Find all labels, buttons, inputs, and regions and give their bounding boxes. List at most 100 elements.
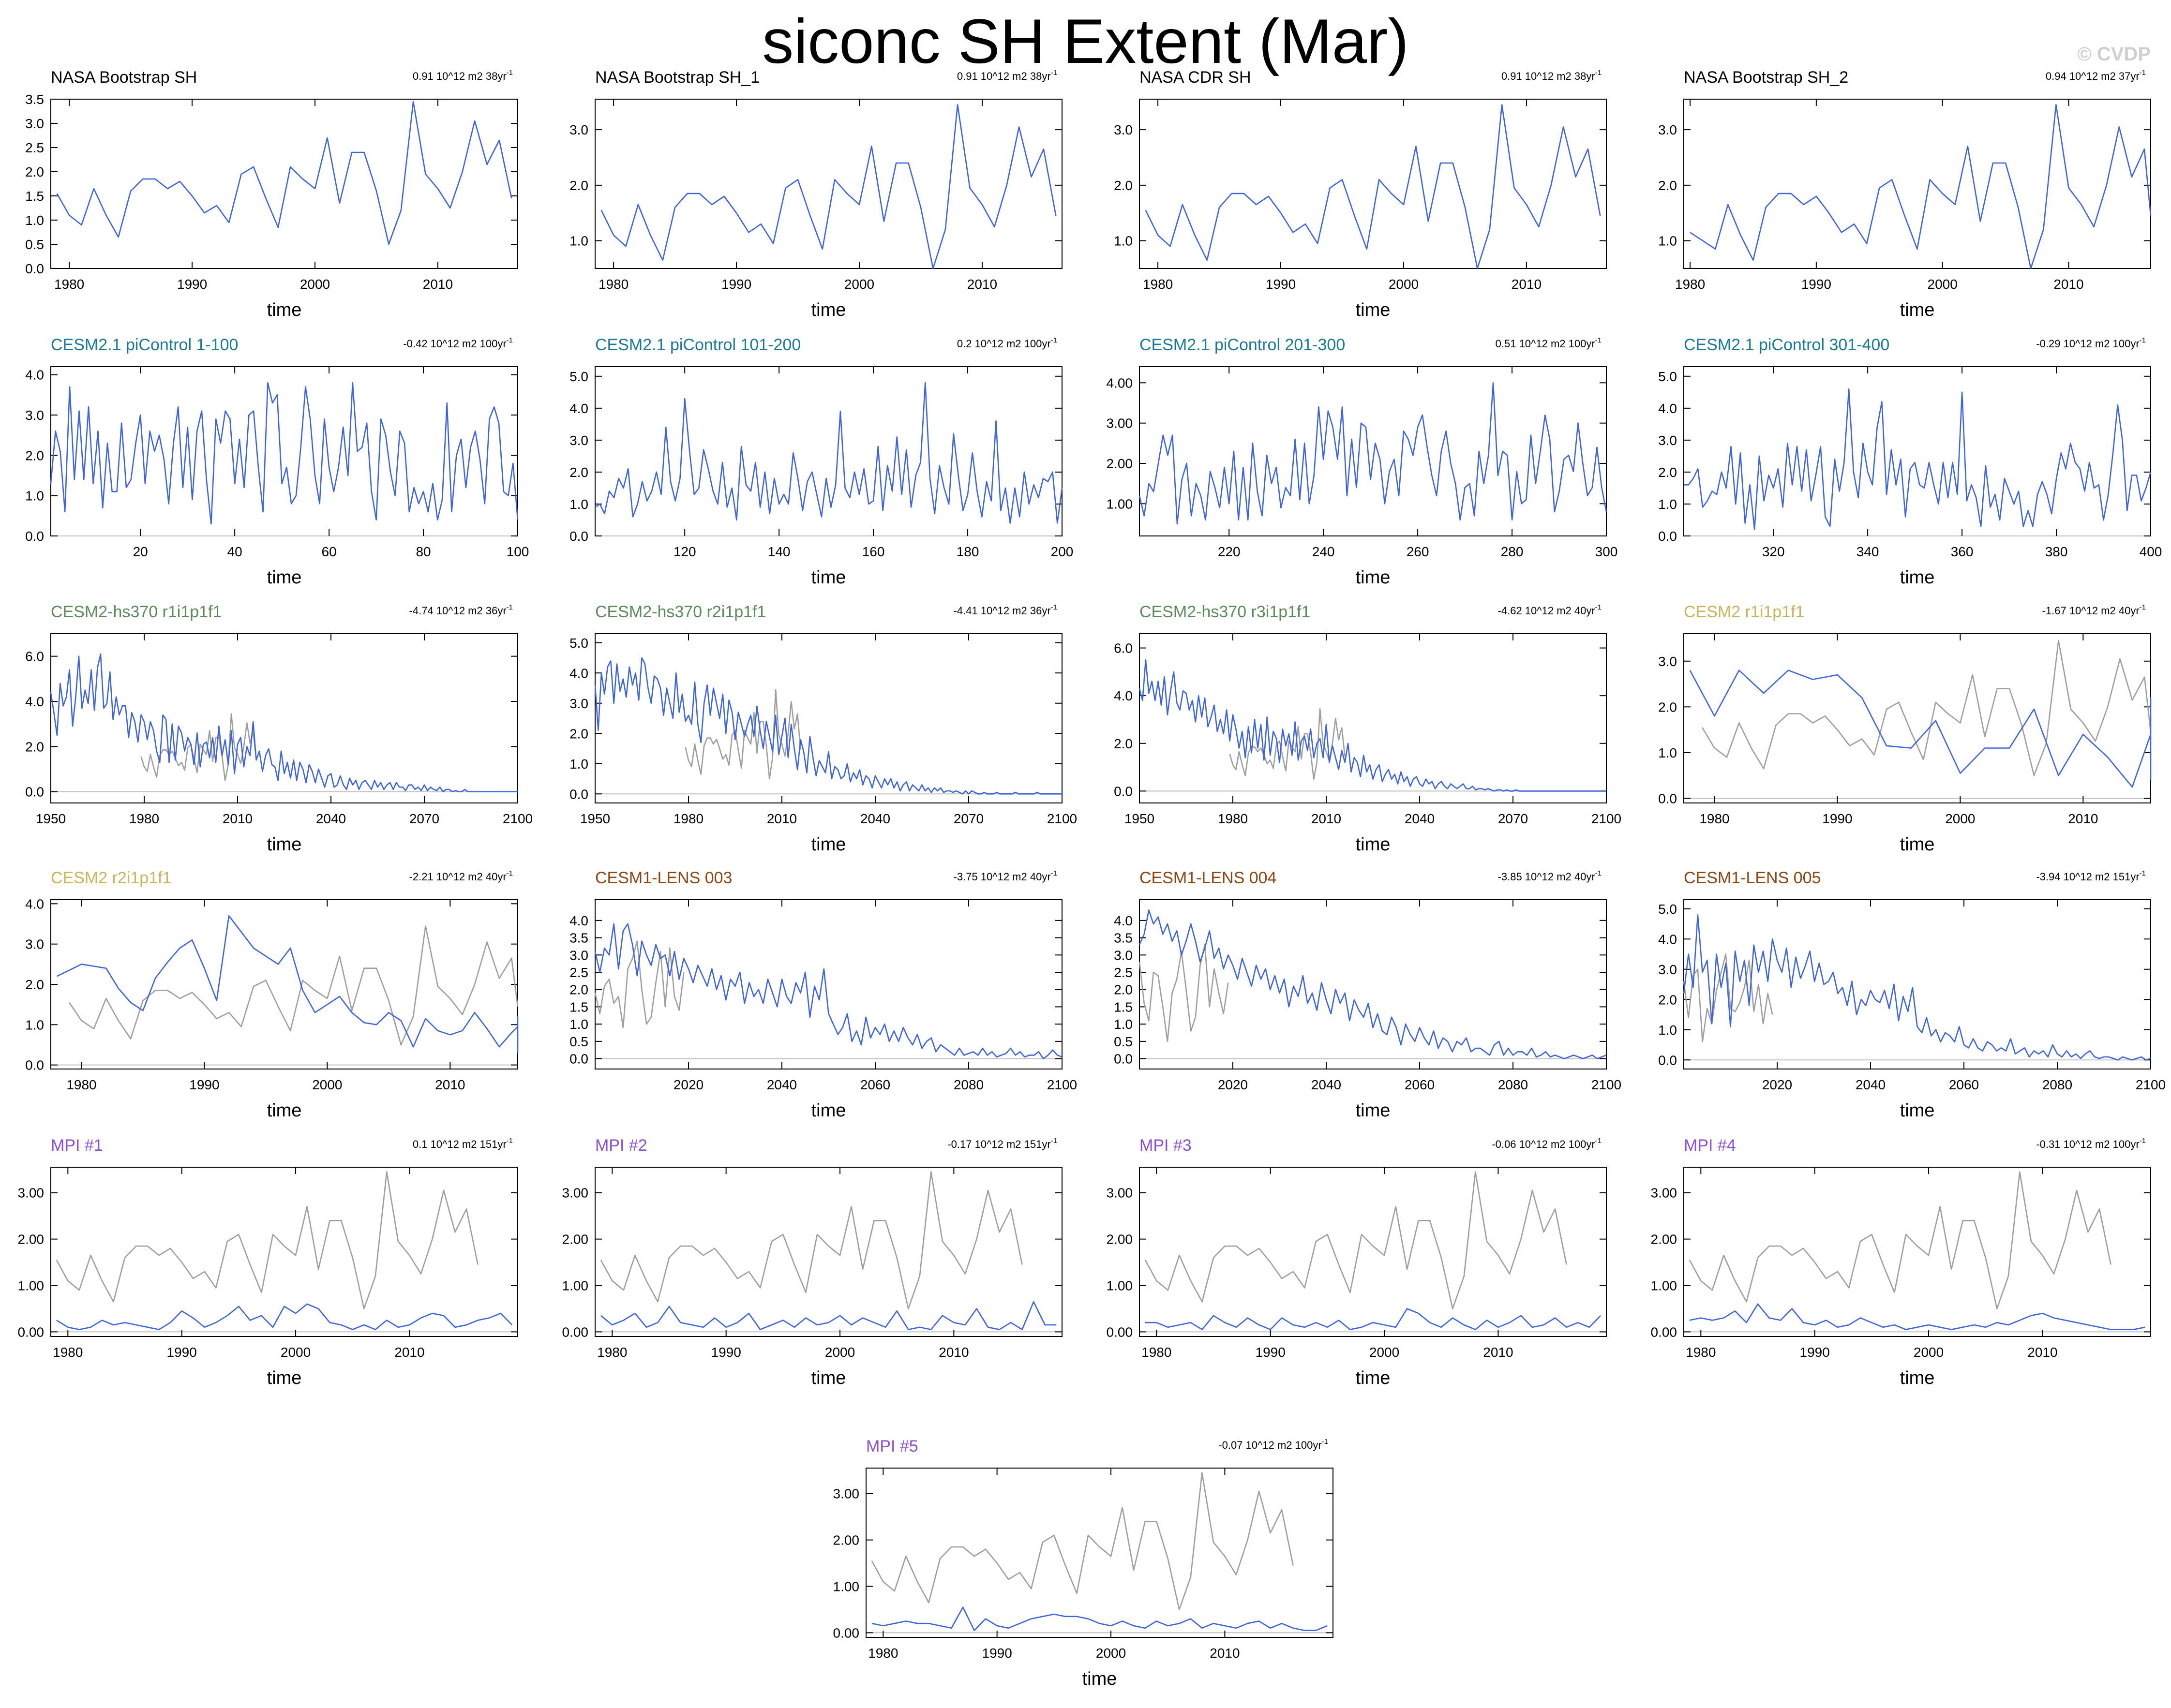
panel-title: CESM2-hs370 r3i1p1f1 bbox=[1139, 603, 1310, 621]
y-tick-label: 2.00 bbox=[1107, 456, 1133, 471]
trend-value: 0.1 10^12 m2 151yr bbox=[413, 1138, 507, 1150]
trend-value: 0.94 10^12 m2 37yr bbox=[2046, 70, 2140, 82]
trend-label: 0.2 10^12 m2 100yr-1 bbox=[957, 336, 1057, 350]
obs-series-line bbox=[1683, 953, 1773, 1043]
x-tick-label: 2010 bbox=[2053, 277, 2083, 292]
model-series-line bbox=[1138, 909, 1607, 1059]
plot-frame bbox=[50, 899, 518, 1069]
y-tick-label: 3.0 bbox=[569, 948, 588, 963]
x-axis-label: time bbox=[1900, 300, 1935, 320]
trend-label: -0.07 10^12 m2 100yr-1 bbox=[1218, 1438, 1328, 1451]
y-tick-label: 2.5 bbox=[1114, 965, 1133, 980]
panel-title: CESM2-hs370 r1i1p1f1 bbox=[51, 603, 222, 621]
trend-value: -2.21 10^12 m2 40yr bbox=[409, 871, 507, 883]
panel-title: NASA Bootstrap SH_1 bbox=[595, 68, 760, 87]
obs-series-line bbox=[600, 1171, 1023, 1309]
x-tick-label: 2000 bbox=[300, 277, 330, 292]
trend-exponent: -1 bbox=[1051, 603, 1057, 611]
trend-exponent: -1 bbox=[1322, 1438, 1328, 1446]
plot-frame bbox=[1683, 366, 2151, 536]
y-tick-label: 3.0 bbox=[1658, 654, 1677, 669]
y-tick-label: 0.00 bbox=[1107, 1324, 1133, 1339]
y-tick-label: 3.0 bbox=[25, 408, 44, 423]
trend-value: -4.41 10^12 m2 36yr bbox=[954, 605, 1051, 617]
trend-value: -0.29 10^12 m2 100yr bbox=[2036, 338, 2139, 350]
trend-value: 0.2 10^12 m2 100yr bbox=[957, 338, 1051, 350]
trend-label: -0.42 10^12 m2 100yr-1 bbox=[403, 336, 513, 350]
x-tick-label: 280 bbox=[1501, 544, 1524, 559]
chart-panel: CESM1-LENS 004 -3.85 10^12 m2 40yr-1 0.0 0.… bbox=[1114, 869, 1621, 1121]
x-tick-label: 2100 bbox=[1591, 1077, 1621, 1092]
x-tick-label: 20 bbox=[133, 544, 148, 559]
y-tick-label: 1.0 bbox=[1114, 234, 1133, 249]
x-tick-label: 2040 bbox=[1856, 1077, 1886, 1092]
plot-frame bbox=[595, 633, 1063, 803]
x-tick-label: 2020 bbox=[674, 1077, 704, 1092]
x-axis-label: time bbox=[811, 300, 846, 320]
model-series-line bbox=[871, 1606, 1328, 1631]
model-series-line bbox=[1138, 382, 1607, 525]
chart-panel: NASA Bootstrap SH_1 0.91 10^12 m2 38yr-1 1… bbox=[569, 68, 1063, 320]
y-tick-label: 1.00 bbox=[18, 1278, 45, 1293]
x-tick-label: 2000 bbox=[1914, 1345, 1944, 1360]
x-tick-label: 2000 bbox=[1096, 1646, 1126, 1661]
y-tick-label: 1.0 bbox=[569, 234, 588, 249]
y-tick-label: 4.0 bbox=[25, 694, 44, 709]
y-tick-label: 1.5 bbox=[1114, 999, 1133, 1014]
trend-value: 0.91 10^12 m2 38yr bbox=[413, 70, 507, 82]
trend-value: 0.51 10^12 m2 100yr bbox=[1496, 338, 1595, 350]
plot-frame bbox=[50, 633, 518, 803]
y-tick-label: 3.0 bbox=[25, 116, 44, 131]
y-tick-label: 3.0 bbox=[1114, 948, 1133, 963]
model-series-line bbox=[1138, 659, 1606, 792]
y-tick-label: 2.0 bbox=[25, 448, 44, 463]
trend-exponent: -1 bbox=[2140, 1137, 2146, 1145]
plot-frame bbox=[595, 366, 1063, 536]
y-tick-label: 2.0 bbox=[25, 739, 44, 754]
y-tick-label: 3.5 bbox=[569, 931, 588, 946]
panel-title: CESM1-LENS 003 bbox=[595, 869, 732, 887]
plot-frame bbox=[50, 99, 518, 269]
y-tick-label: 1.0 bbox=[1114, 1017, 1133, 1032]
plot-frame bbox=[595, 899, 1063, 1069]
y-tick-label: 0.0 bbox=[1114, 784, 1133, 799]
y-tick-label: 2.0 bbox=[1658, 178, 1677, 193]
plot-frame bbox=[50, 366, 518, 536]
trend-value: -3.85 10^12 m2 40yr bbox=[1498, 871, 1595, 883]
y-tick-label: 1.0 bbox=[1658, 745, 1677, 760]
y-tick-label: 4.0 bbox=[25, 368, 44, 383]
x-tick-label: 2070 bbox=[954, 811, 984, 826]
panel-title: MPI #4 bbox=[1684, 1136, 1736, 1155]
chart-panel: CESM2.1 piControl 1-100 -0.42 10^12 m2 10… bbox=[25, 336, 529, 588]
chart-panel: NASA Bootstrap SH_2 0.94 10^12 m2 37yr-1 1… bbox=[1658, 68, 2152, 320]
model-series-line bbox=[56, 1303, 513, 1330]
x-tick-label: 1980 bbox=[1218, 811, 1248, 826]
trend-label: 0.1 10^12 m2 151yr-1 bbox=[413, 1137, 513, 1150]
x-tick-label: 2000 bbox=[1369, 1345, 1399, 1360]
y-tick-label: 2.0 bbox=[1658, 699, 1677, 714]
x-tick-label: 300 bbox=[1595, 544, 1618, 559]
y-tick-label: 2.0 bbox=[1114, 178, 1133, 193]
y-tick-label: 0.0 bbox=[25, 529, 44, 544]
trend-label: -1.67 10^12 m2 40yr-1 bbox=[2042, 603, 2146, 617]
y-tick-label: 0.0 bbox=[1658, 1053, 1677, 1068]
x-tick-label: 1980 bbox=[599, 277, 629, 292]
x-tick-label: 2000 bbox=[844, 277, 874, 292]
x-tick-label: 2100 bbox=[1047, 1077, 1077, 1092]
y-tick-label: 1.0 bbox=[25, 489, 44, 504]
plot-frame bbox=[1139, 1167, 1607, 1337]
trend-value: -1.67 10^12 m2 40yr bbox=[2042, 605, 2140, 617]
model-series-line bbox=[594, 657, 1062, 795]
y-tick-label: 3.5 bbox=[1114, 931, 1133, 946]
model-series-line bbox=[50, 382, 519, 525]
trend-label: 0.51 10^12 m2 100yr-1 bbox=[1496, 336, 1602, 350]
y-tick-label: 1.0 bbox=[1658, 234, 1677, 249]
obs-series-line bbox=[1229, 708, 1346, 780]
y-tick-label: 4.0 bbox=[569, 401, 588, 416]
panel-title: MPI #1 bbox=[51, 1136, 103, 1155]
y-tick-label: 2.0 bbox=[25, 164, 44, 179]
y-tick-label: 5.0 bbox=[569, 636, 588, 651]
x-tick-label: 1980 bbox=[674, 811, 704, 826]
y-tick-label: 0.0 bbox=[1658, 791, 1677, 806]
y-tick-label: 2.0 bbox=[1114, 736, 1133, 751]
